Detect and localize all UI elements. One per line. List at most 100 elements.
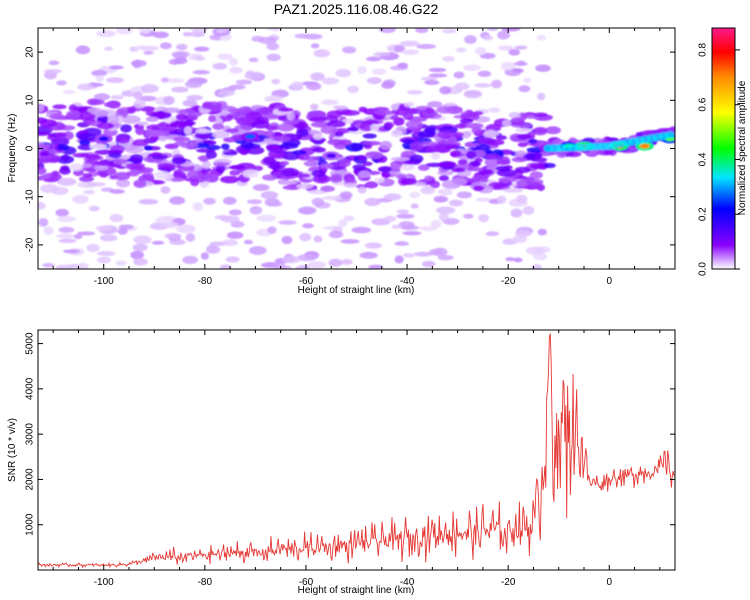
heatmap-cell — [473, 185, 485, 192]
heatmap-cell — [39, 174, 51, 180]
heatmap-cell — [133, 99, 146, 109]
heatmap-cell — [335, 68, 352, 78]
spectrogram-heatmap — [38, 28, 675, 269]
heatmap-cell — [373, 52, 391, 57]
heatmap-cell — [424, 80, 440, 85]
heatmap-cell — [277, 115, 290, 121]
heatmap-cell — [172, 51, 189, 59]
heatmap-cell — [517, 142, 528, 148]
heatmap-cell — [216, 28, 227, 34]
heatmap-cell — [511, 117, 522, 123]
heatmap-cell — [62, 249, 80, 254]
heatmap-cell — [140, 45, 160, 51]
heatmap-cell — [500, 61, 516, 71]
heatmap-cell — [220, 175, 240, 184]
heatmap-ridge-cell — [664, 130, 675, 139]
heatmap-cell — [43, 69, 63, 74]
heatmap-cell — [236, 117, 251, 126]
heatmap-cell — [304, 156, 320, 162]
heatmap-cell — [265, 143, 280, 151]
heatmap-cell — [398, 221, 415, 230]
heatmap-cell — [424, 175, 433, 182]
heatmap-cell — [396, 213, 415, 219]
heatmap-cell — [296, 128, 309, 137]
heatmap-cell — [85, 154, 101, 160]
heatmap-cell — [222, 151, 238, 156]
heatmap-cell — [364, 151, 384, 160]
colorbar-label: Normalized spectral amplitude — [737, 80, 748, 215]
heatmap-cell — [132, 139, 149, 147]
heatmap-cell — [48, 60, 60, 66]
heatmap-cell — [364, 181, 379, 189]
heatmap-cell — [264, 130, 275, 139]
y-tick-label: -10 — [25, 189, 36, 204]
heatmap-cell — [38, 217, 49, 227]
heatmap-cell — [358, 170, 371, 178]
heatmap-cell — [424, 146, 442, 152]
heatmap-cell — [260, 191, 279, 200]
heatmap-cell — [220, 143, 230, 150]
heatmap-cell — [514, 230, 532, 238]
heatmap-cell — [471, 127, 482, 134]
heatmap-cell — [438, 175, 450, 182]
heatmap-cell — [56, 144, 70, 151]
heatmap-cell — [129, 153, 144, 163]
heatmap-cell — [127, 106, 136, 114]
heatmap-cell — [157, 134, 168, 142]
heatmap-cell — [430, 220, 442, 228]
heatmap-cell — [514, 127, 532, 133]
heatmap-cell — [484, 157, 501, 167]
heatmap-cell — [121, 115, 141, 124]
heatmap-cell — [523, 77, 532, 83]
heatmap-cell — [38, 143, 51, 149]
heatmap-cell — [368, 264, 383, 269]
heatmap-cell — [453, 123, 468, 129]
heatmap-cell — [418, 130, 435, 138]
heatmap-cell — [358, 106, 368, 113]
heatmap-cell — [379, 140, 392, 150]
heatmap-cell — [133, 258, 148, 266]
heatmap-cell — [277, 107, 294, 112]
heatmap-cell — [256, 214, 277, 222]
heatmap-cell — [184, 80, 203, 88]
heatmap-cell — [478, 169, 493, 176]
heatmap-cell — [405, 120, 423, 129]
x-tick-label: -40 — [400, 577, 415, 588]
heatmap-cell — [137, 121, 149, 126]
y-tick-label: 4000 — [25, 377, 36, 400]
heatmap-cell — [182, 99, 198, 107]
snr-frame — [37, 329, 676, 571]
heatmap-cell — [303, 160, 318, 167]
heatmap-cell — [439, 139, 455, 145]
heatmap-cell — [603, 150, 612, 156]
heatmap-cell — [310, 103, 319, 110]
heatmap-cell — [262, 156, 276, 165]
heatmap-cell — [311, 197, 324, 207]
heatmap-cell — [55, 264, 73, 269]
heatmap-cell — [464, 122, 484, 129]
x-tick-label: -100 — [94, 577, 114, 588]
heatmap-cell — [182, 255, 199, 265]
heatmap-cell — [248, 57, 259, 63]
heatmap-cell — [295, 265, 311, 269]
heatmap-cell — [313, 235, 323, 243]
heatmap-cell — [505, 257, 516, 262]
colorbar-tick-label: 0.0 — [698, 262, 709, 276]
heatmap-cell — [170, 86, 189, 93]
heatmap-cell — [195, 128, 211, 134]
spectrogram-x-ticks: -100 -80 -60 -40 -20 0 — [52, 28, 661, 287]
heatmap-cell — [531, 263, 543, 269]
snr-x-label: Height of straight line (km) — [298, 585, 415, 596]
heatmap-cell — [297, 254, 317, 262]
heatmap-cell — [357, 66, 367, 74]
heatmap-cell — [107, 115, 120, 125]
y-tick-label: 10 — [25, 94, 36, 106]
heatmap-cell — [279, 142, 299, 150]
heatmap-cell — [39, 184, 59, 193]
heatmap-cell — [389, 115, 399, 121]
heatmap-cell — [438, 212, 449, 222]
heatmap-cell — [229, 66, 243, 74]
heatmap-cell — [294, 33, 314, 39]
heatmap-cell — [186, 170, 204, 180]
heatmap-cell — [518, 85, 531, 93]
